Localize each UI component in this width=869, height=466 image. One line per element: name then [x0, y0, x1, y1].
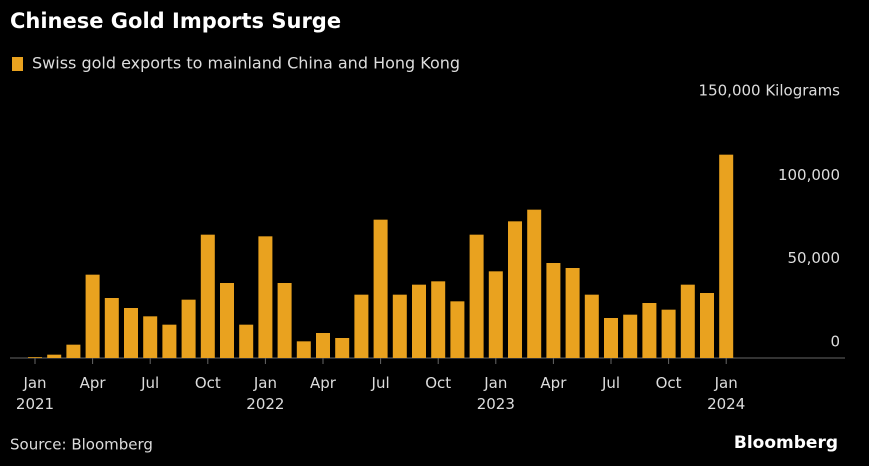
bar: [508, 221, 522, 358]
x-tick-label: Jul: [141, 374, 160, 392]
y-tick-label: 50,000: [788, 249, 841, 267]
bar: [546, 263, 561, 358]
bar: [373, 219, 388, 358]
bar: [335, 338, 350, 358]
bar: [296, 341, 311, 358]
bar: [719, 154, 734, 358]
brand: Bloomberg: [734, 433, 838, 453]
bar: [527, 209, 542, 358]
bar: [642, 303, 657, 358]
x-tick-label: Apr: [79, 374, 106, 392]
bar: [200, 234, 215, 358]
chart-title: Chinese Gold Imports Surge: [10, 9, 341, 33]
bar: [47, 354, 62, 358]
bar: [450, 301, 465, 358]
bar: [412, 284, 426, 358]
bar: [469, 234, 484, 358]
x-tick-label: Jan 2023: [476, 374, 515, 413]
x-tick-label: Jan 2024: [707, 374, 746, 413]
bar: [66, 344, 81, 358]
x-tick-label: Jan 2022: [246, 374, 285, 413]
y-tick-label: 0: [830, 333, 840, 351]
bar: [220, 283, 234, 358]
y-tick-label: 100,000: [778, 166, 840, 184]
bar: [277, 283, 292, 358]
x-tick-label: Apr: [310, 374, 336, 392]
bar: [143, 316, 158, 358]
x-tick-label: Oct: [194, 374, 221, 392]
bar: [258, 236, 273, 358]
bar: [181, 299, 196, 358]
bar: [623, 314, 638, 358]
bar: [124, 308, 138, 358]
x-tick-label: Jul: [371, 374, 390, 392]
bar: [162, 324, 177, 358]
x-tick-label: Jul: [601, 374, 621, 392]
bar: [700, 293, 714, 358]
bar: [680, 284, 695, 358]
bar: [661, 309, 676, 358]
bar: [604, 318, 618, 358]
bar: [239, 324, 254, 358]
x-tick-label: Apr: [540, 374, 567, 392]
bar: [392, 294, 407, 358]
source: Source: Bloomberg: [10, 436, 153, 454]
bar: [431, 281, 446, 358]
x-tick-label: Oct: [655, 374, 682, 392]
bar: [584, 294, 599, 358]
legend-label: Swiss gold exports to mainland China and…: [32, 54, 460, 73]
bar: [28, 357, 42, 358]
bar: [85, 274, 100, 358]
x-tick-label: Oct: [425, 374, 452, 392]
bar: [565, 268, 580, 358]
bar: [488, 271, 503, 358]
bar: [316, 333, 330, 358]
x-tick-label: Jan 2021: [15, 374, 55, 413]
legend-swatch: [12, 57, 23, 71]
y-tick-label: 150,000 Kilograms: [699, 82, 841, 100]
bar: [354, 294, 369, 358]
bar: [104, 298, 119, 358]
